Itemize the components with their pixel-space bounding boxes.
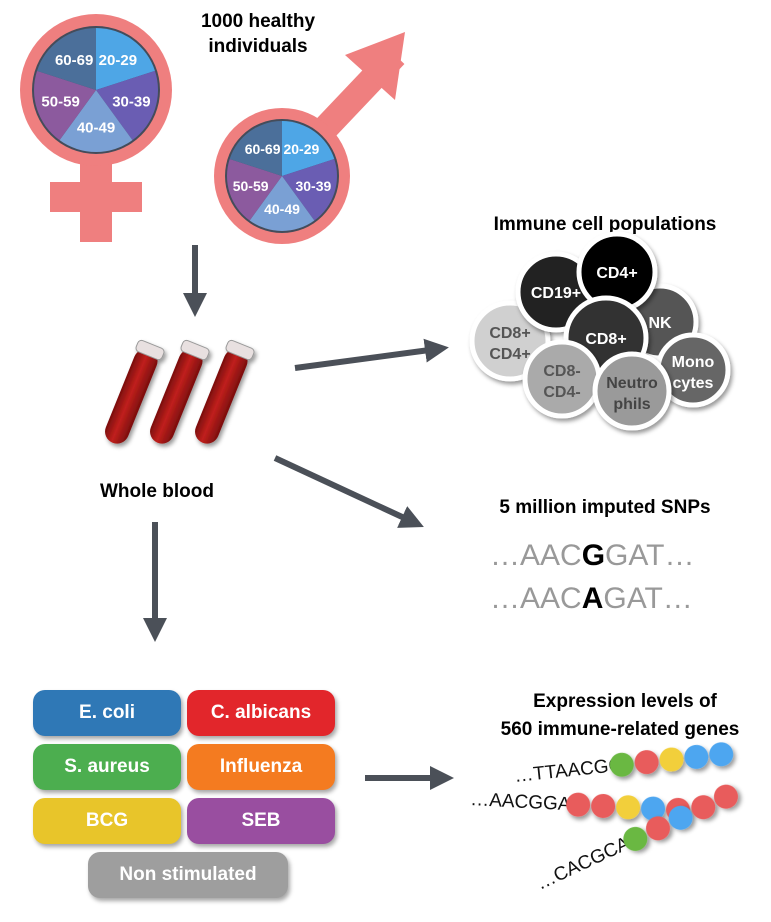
- age-group-label: 30-39: [112, 94, 150, 111]
- stimulus-c-albicans: C. albicans: [187, 690, 335, 736]
- expression-bead: [691, 795, 716, 820]
- stimulus-e-coli: E. coli: [33, 690, 181, 736]
- immune-cell: Mono cytes: [655, 332, 731, 408]
- age-group-label: 20-29: [283, 141, 319, 157]
- strand-sequence: …AACGGAT: [470, 789, 582, 816]
- whole-blood-label: Whole blood: [100, 481, 214, 502]
- expression-bead: [709, 742, 734, 767]
- flow-arrows: [143, 245, 454, 790]
- immune-cell: Neutro phils: [592, 351, 672, 431]
- cell-label-line1: CD19+: [531, 285, 581, 302]
- expression-strand: …TTAACGG: [513, 742, 734, 787]
- age-group-label: 50-59: [233, 178, 269, 194]
- cell-label-line1: CD8+: [585, 331, 626, 348]
- pie-slice: [282, 121, 335, 176]
- age-group-label: 60-69: [245, 141, 281, 157]
- cell-label-line2: cytes: [673, 375, 714, 392]
- snp-sequence-2: …AACAGAT…: [490, 582, 693, 615]
- cell-label-line1: NK: [648, 315, 672, 332]
- cell-label-line2: CD4+: [489, 346, 530, 363]
- immune-title: Immune cell populations: [494, 214, 717, 235]
- stimulus-bcg: BCG: [33, 798, 181, 844]
- cell-label-line2: phils: [613, 396, 650, 413]
- cell-label-line1: Mono: [672, 354, 715, 371]
- pie-slice: [59, 90, 133, 152]
- cell-label-line1: CD8+: [489, 325, 530, 342]
- pie-slice: [96, 28, 155, 90]
- cohort-title-line1: 1000 healthy: [201, 11, 315, 32]
- age-group-label: 20-29: [99, 52, 137, 69]
- age-group-label: 40-49: [264, 201, 300, 217]
- immune-cell: CD8- CD4-: [522, 339, 602, 419]
- age-group-label: 60-69: [55, 52, 93, 69]
- cell-label-line1: CD8-: [543, 363, 580, 380]
- expression-bead: [646, 816, 671, 841]
- age-pie-male: 20-29 30-39 40-49 50-59 60-69: [227, 121, 337, 232]
- blood-tubes-icon: [105, 339, 255, 444]
- stimulus-seb: SEB: [187, 798, 335, 844]
- expression-title-line1: Expression levels of: [533, 691, 717, 712]
- stimulus-s-aureus: S. aureus: [33, 744, 181, 790]
- stimulus-non-stimulated: Non stimulated: [88, 852, 288, 898]
- expression-title-line2: 560 immune-related genes: [501, 719, 740, 740]
- arrow-blood-to-cells: [294, 338, 449, 371]
- pie-slice: [37, 28, 96, 90]
- strand-sequence: …TTAACGG: [513, 755, 624, 787]
- snp-sequence-1: …AACGGAT…: [490, 539, 694, 572]
- pie-slice: [227, 159, 282, 221]
- age-group-label: 50-59: [41, 94, 79, 111]
- arrow-blood-to-snps: [273, 455, 424, 528]
- gene-expression-strands: …TTAACGG…AACGGAT…CACGCAA: [470, 742, 738, 895]
- pie-slice: [282, 159, 337, 221]
- pie-slice: [96, 70, 158, 141]
- pie-slice: [33, 70, 96, 141]
- age-group-label: 40-49: [77, 119, 115, 136]
- cell-label-line1: Neutro: [606, 375, 658, 392]
- stimulus-influenza: Influenza: [187, 744, 335, 790]
- expression-bead: [609, 752, 634, 777]
- cell-label-line1: CD4+: [596, 265, 637, 282]
- cell-label-line2: CD4-: [543, 384, 580, 401]
- expression-bead: [591, 793, 616, 818]
- pie-slice: [249, 176, 315, 232]
- expression-bead: [616, 795, 641, 820]
- female-symbol: 20-29 30-39 40-49 50-59 60-69: [20, 14, 172, 242]
- pie-slice: [229, 121, 282, 176]
- expression-bead: [713, 784, 738, 809]
- age-pie-female: 20-29 30-39 40-49 50-59 60-69: [33, 28, 158, 152]
- expression-bead: [623, 826, 648, 851]
- immune-cell-cluster: CD8+ CD4+ CD19+ NK CD4+ CD8+ CD8- CD4- Mono cytes…: [469, 231, 731, 431]
- expression-bead: [684, 744, 709, 769]
- cohort-title-line2: individuals: [208, 36, 307, 57]
- age-group-label: 30-39: [295, 178, 331, 194]
- expression-bead: [634, 750, 659, 775]
- male-symbol: 20-29 30-39 40-49 50-59 60-69: [214, 32, 405, 244]
- expression-bead: [668, 805, 693, 830]
- expression-bead: [566, 792, 591, 817]
- expression-bead: [641, 796, 666, 821]
- expression-bead: [659, 747, 684, 772]
- snp-title: 5 million imputed SNPs: [499, 497, 710, 518]
